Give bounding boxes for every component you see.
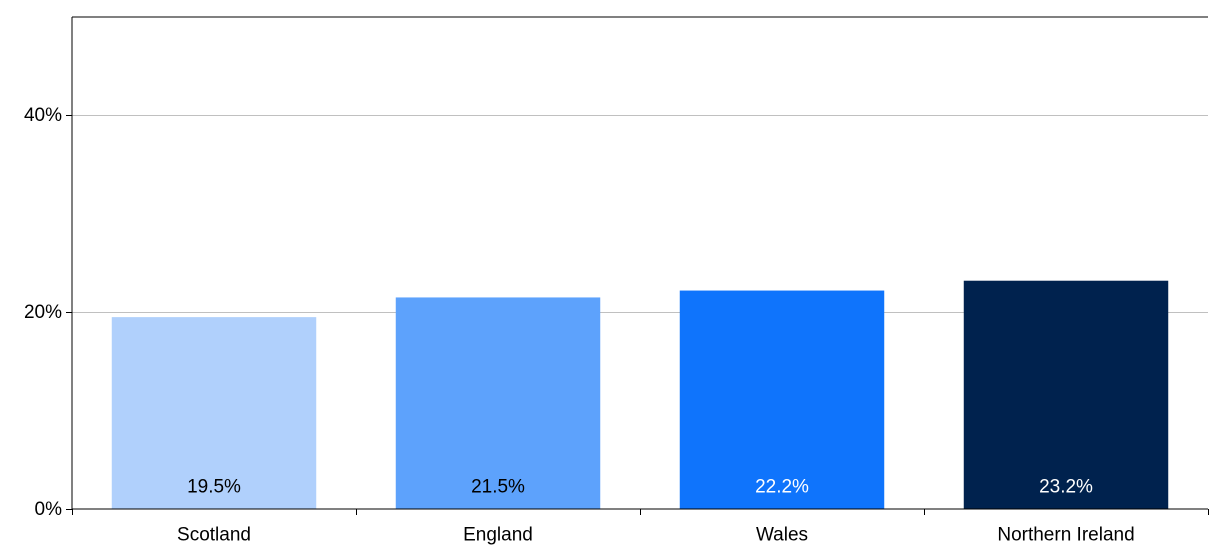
data-label: 21.5% bbox=[471, 477, 525, 498]
y-tick-label: 0% bbox=[35, 499, 63, 520]
bar-scotland bbox=[111, 317, 317, 509]
data-label: 22.2% bbox=[755, 477, 809, 498]
y-tick-label: 20% bbox=[24, 302, 62, 323]
gridlines bbox=[72, 16, 1208, 313]
labels: 0% 20% 40% 19.5% Scotland 21.5% England 22.2% Wa… bbox=[24, 105, 1135, 545]
x-category-label: England bbox=[463, 525, 533, 545]
x-category-label: Scotland bbox=[177, 525, 251, 545]
data-label: 23.2% bbox=[1039, 477, 1093, 498]
bar-northern-ireland bbox=[963, 280, 1169, 509]
bar-wales bbox=[679, 290, 885, 509]
y-tick-label: 40% bbox=[24, 105, 62, 126]
x-category-label: Northern Ireland bbox=[997, 525, 1134, 545]
x-category-label: Wales bbox=[756, 525, 808, 545]
bar-england bbox=[395, 297, 601, 509]
data-label: 19.5% bbox=[187, 477, 241, 498]
bars bbox=[111, 280, 1169, 509]
